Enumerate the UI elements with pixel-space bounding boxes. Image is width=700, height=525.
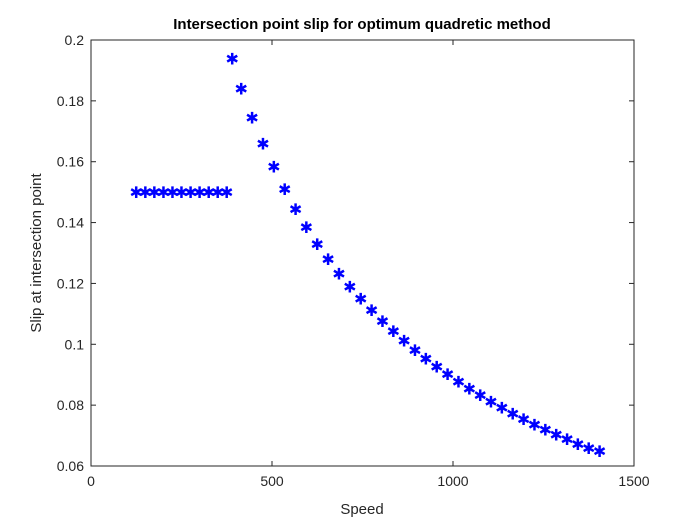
- x-tick-label: 1500: [618, 473, 649, 489]
- data-point: ✱: [473, 388, 486, 405]
- data-point: ✱: [376, 314, 389, 331]
- data-point: ✱: [211, 185, 224, 202]
- y-tick-label: 0.14: [57, 215, 84, 231]
- data-point: ✱: [289, 202, 302, 219]
- data-point: ✱: [365, 303, 378, 320]
- data-point: ✱: [225, 51, 238, 68]
- data-point: ✱: [441, 367, 454, 384]
- data-point: ✱: [311, 237, 324, 254]
- data-point: ✱: [560, 432, 573, 449]
- x-tick-label: 1000: [437, 473, 468, 489]
- data-point: ✱: [278, 182, 291, 199]
- data-point: ✱: [267, 159, 280, 176]
- data-point: ✱: [139, 185, 152, 202]
- data-point: ✱: [354, 292, 367, 309]
- data-point: ✱: [343, 279, 356, 296]
- data-point: ✱: [184, 185, 197, 202]
- x-axis-ticks: 0 500 1000 1500: [87, 40, 650, 489]
- data-point: ✱: [235, 82, 248, 99]
- data-point: ✱: [463, 381, 476, 398]
- x-axis-label: Speed: [340, 501, 383, 518]
- data-point: ✱: [452, 374, 465, 391]
- data-point: ✱: [484, 394, 497, 411]
- data-point: ✱: [157, 185, 170, 202]
- data-points: ✱✱✱✱✱✱✱✱✱✱✱✱✱✱✱✱✱✱✱✱✱✱✱✱✱✱✱✱✱✱✱✱✱✱✱✱✱✱✱✱…: [130, 51, 607, 461]
- data-point: ✱: [549, 428, 562, 445]
- data-point: ✱: [256, 136, 269, 153]
- data-point: ✱: [321, 252, 334, 269]
- y-tick-label: 0.08: [57, 397, 84, 413]
- data-point: ✱: [495, 401, 508, 418]
- data-point: ✱: [300, 220, 313, 237]
- data-point: ✱: [175, 185, 188, 202]
- y-tick-label: 0.2: [65, 32, 85, 48]
- data-point: ✱: [539, 422, 552, 439]
- y-tick-label: 0.06: [57, 458, 84, 474]
- data-point: ✱: [571, 437, 584, 454]
- data-point: ✱: [506, 406, 519, 423]
- y-axis-label: Slip at intersection point: [28, 173, 45, 333]
- data-point: ✱: [517, 412, 530, 429]
- data-point: ✱: [582, 441, 595, 458]
- data-point: ✱: [130, 185, 143, 202]
- data-point: ✱: [202, 185, 215, 202]
- x-tick-label: 0: [87, 473, 95, 489]
- data-point: ✱: [430, 359, 443, 376]
- data-point: ✱: [220, 185, 233, 202]
- data-point: ✱: [387, 324, 400, 341]
- data-point: ✱: [166, 185, 179, 202]
- data-point: ✱: [332, 266, 345, 283]
- data-point: ✱: [245, 111, 258, 128]
- y-tick-label: 0.18: [57, 93, 84, 109]
- data-point: ✱: [419, 351, 432, 368]
- data-point: ✱: [408, 343, 421, 360]
- data-point: ✱: [397, 334, 410, 351]
- data-point: ✱: [593, 444, 606, 461]
- y-tick-label: 0.12: [57, 275, 84, 291]
- y-tick-label: 0.1: [65, 336, 85, 352]
- data-point: ✱: [148, 185, 161, 202]
- plot-area: [90, 39, 635, 467]
- data-point: ✱: [528, 417, 541, 434]
- data-point: ✱: [193, 185, 206, 202]
- y-tick-label: 0.16: [57, 154, 84, 170]
- y-axis-ticks: 0.06 0.08 0.1 0.12 0.14 0.16 0.18 0.2: [57, 32, 634, 474]
- x-tick-label: 500: [260, 473, 284, 489]
- chart-title: Intersection point slip for optimum quad…: [173, 16, 551, 33]
